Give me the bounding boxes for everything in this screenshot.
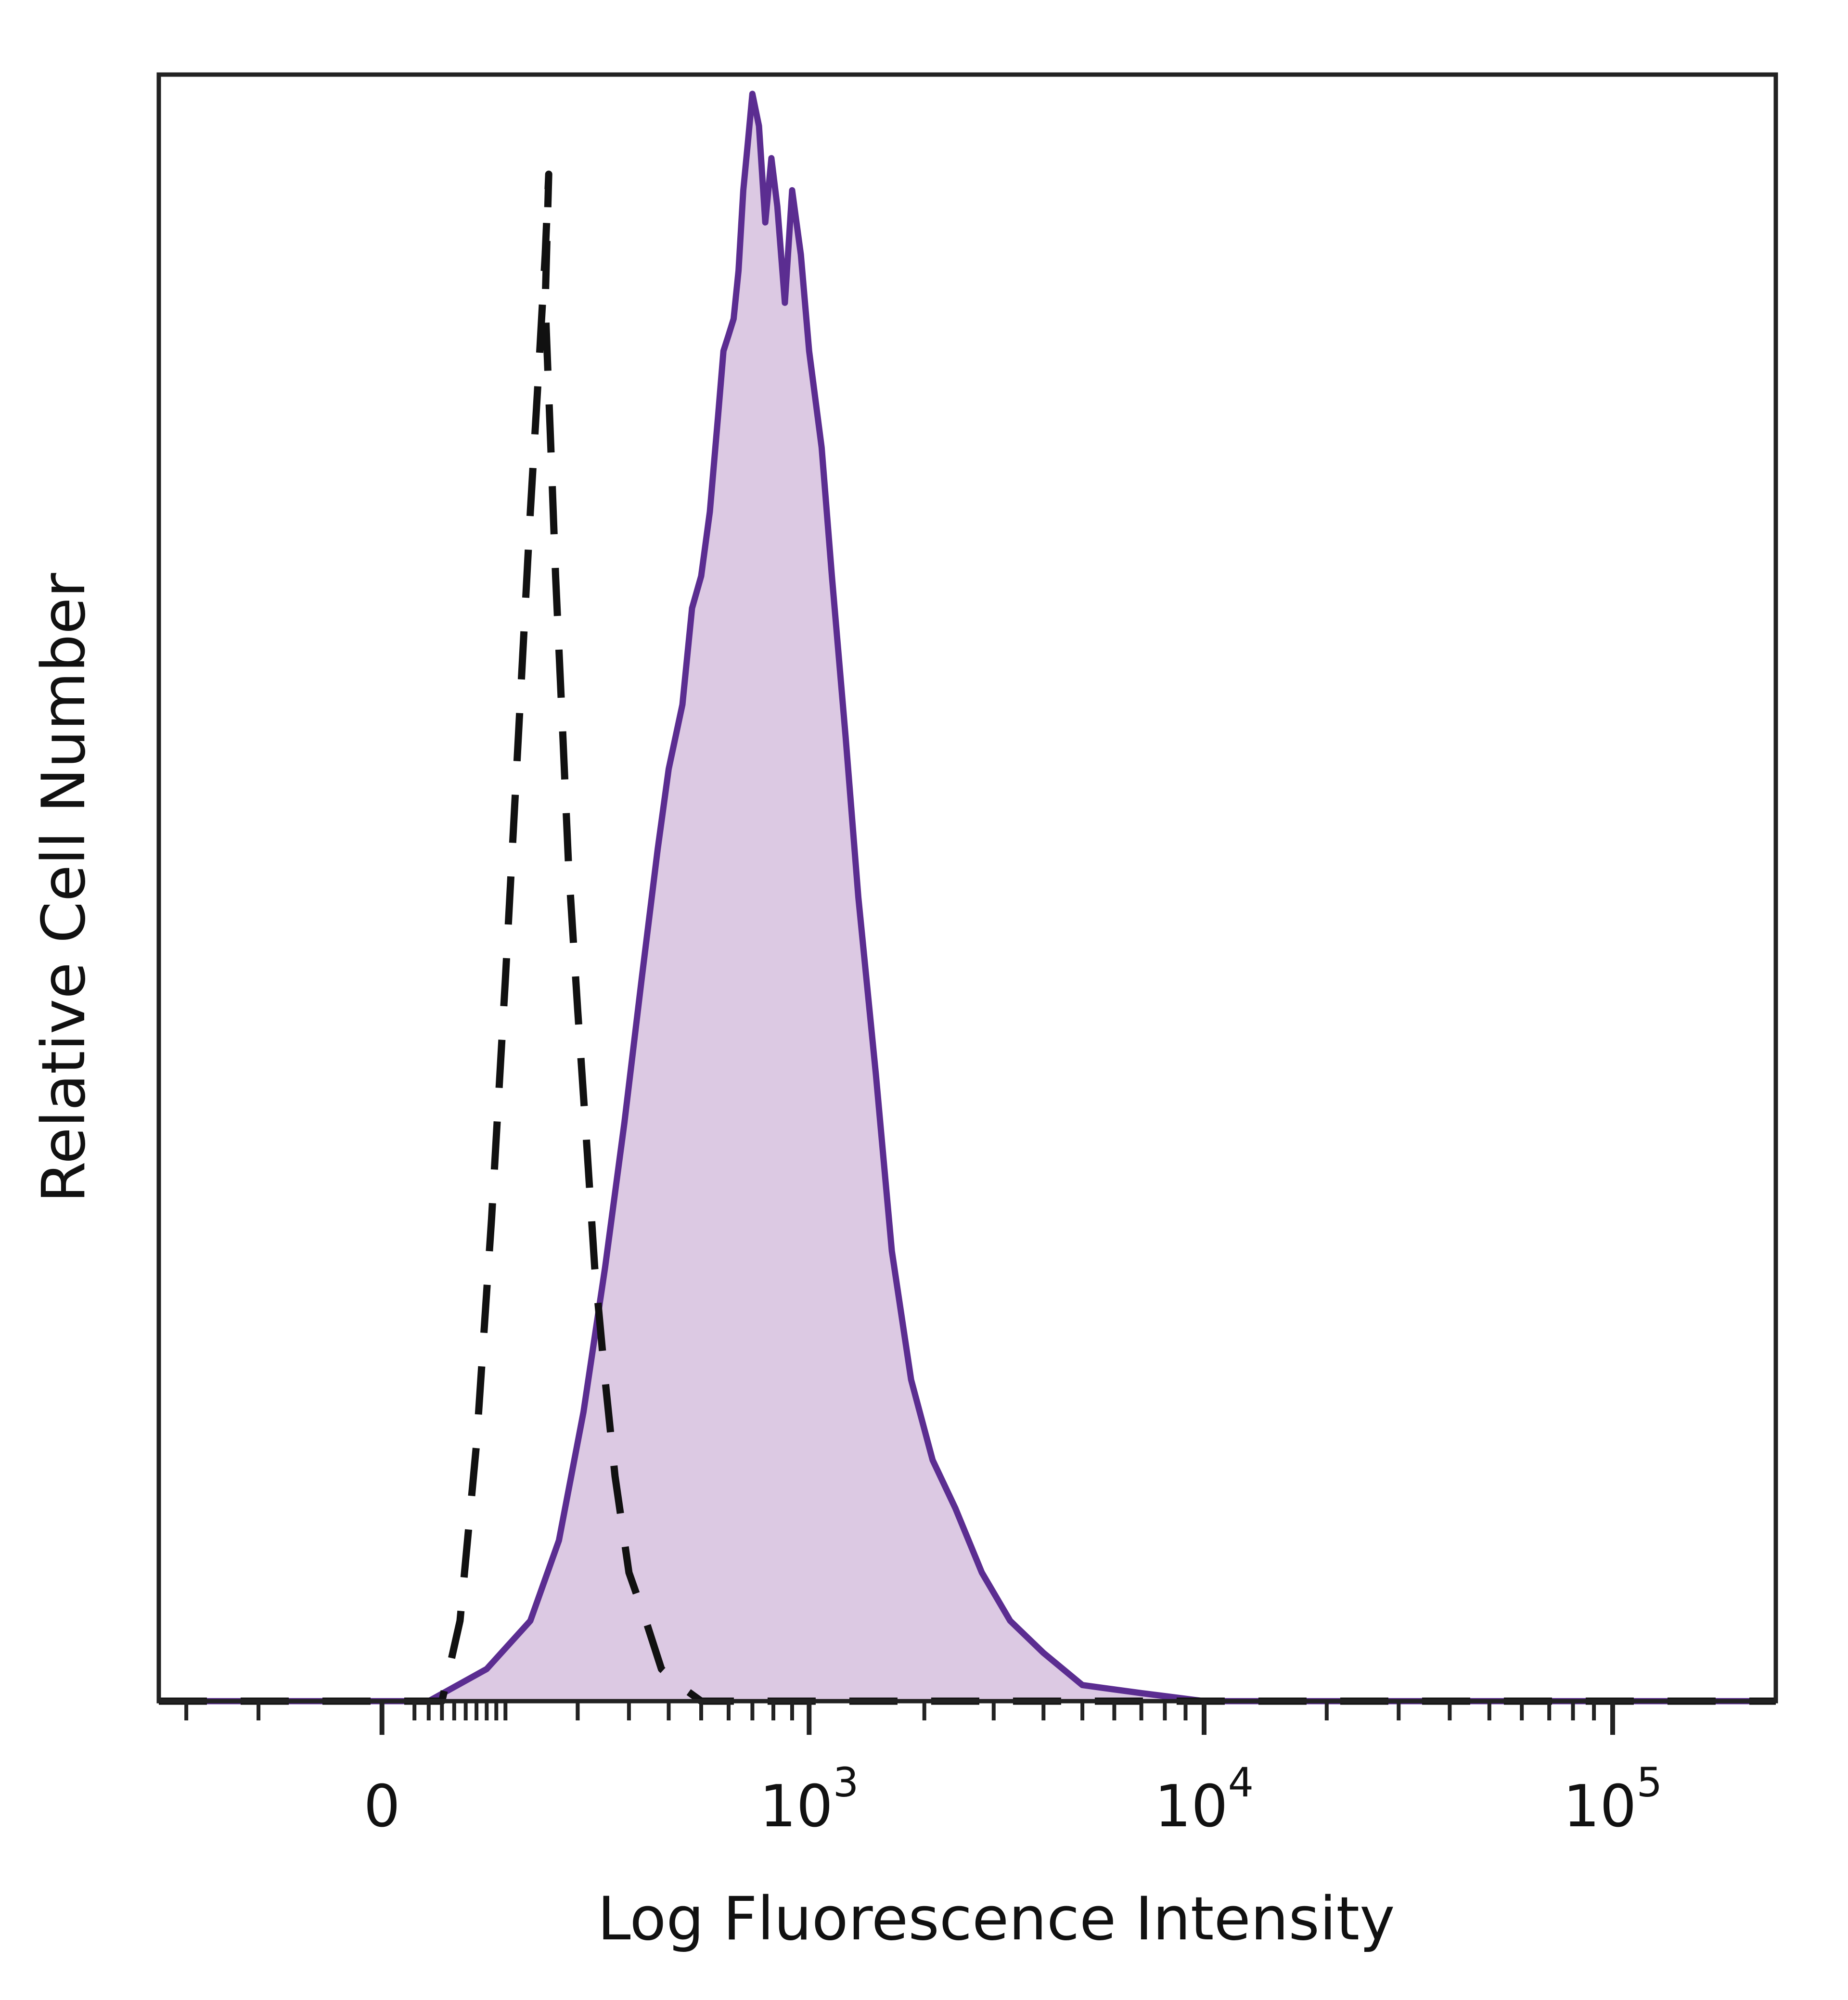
x-tick-label: 105 <box>1563 1759 1662 1840</box>
x-tick-label: 0 <box>364 1773 400 1840</box>
series-0-line <box>159 90 1776 1705</box>
y-axis-title: Relative Cell Number <box>29 573 99 1203</box>
x-axis-ticks: 0 103 104 105 <box>184 1701 1662 1840</box>
x-tick-label: 103 <box>759 1759 859 1840</box>
plot-area <box>159 90 1776 1705</box>
x-tick-label: 104 <box>1155 1759 1254 1840</box>
plot-frame <box>156 72 1778 1704</box>
series-1-line <box>159 170 1776 1705</box>
x-axis-title: Log Fluorescence Intensity <box>598 1885 1395 1954</box>
